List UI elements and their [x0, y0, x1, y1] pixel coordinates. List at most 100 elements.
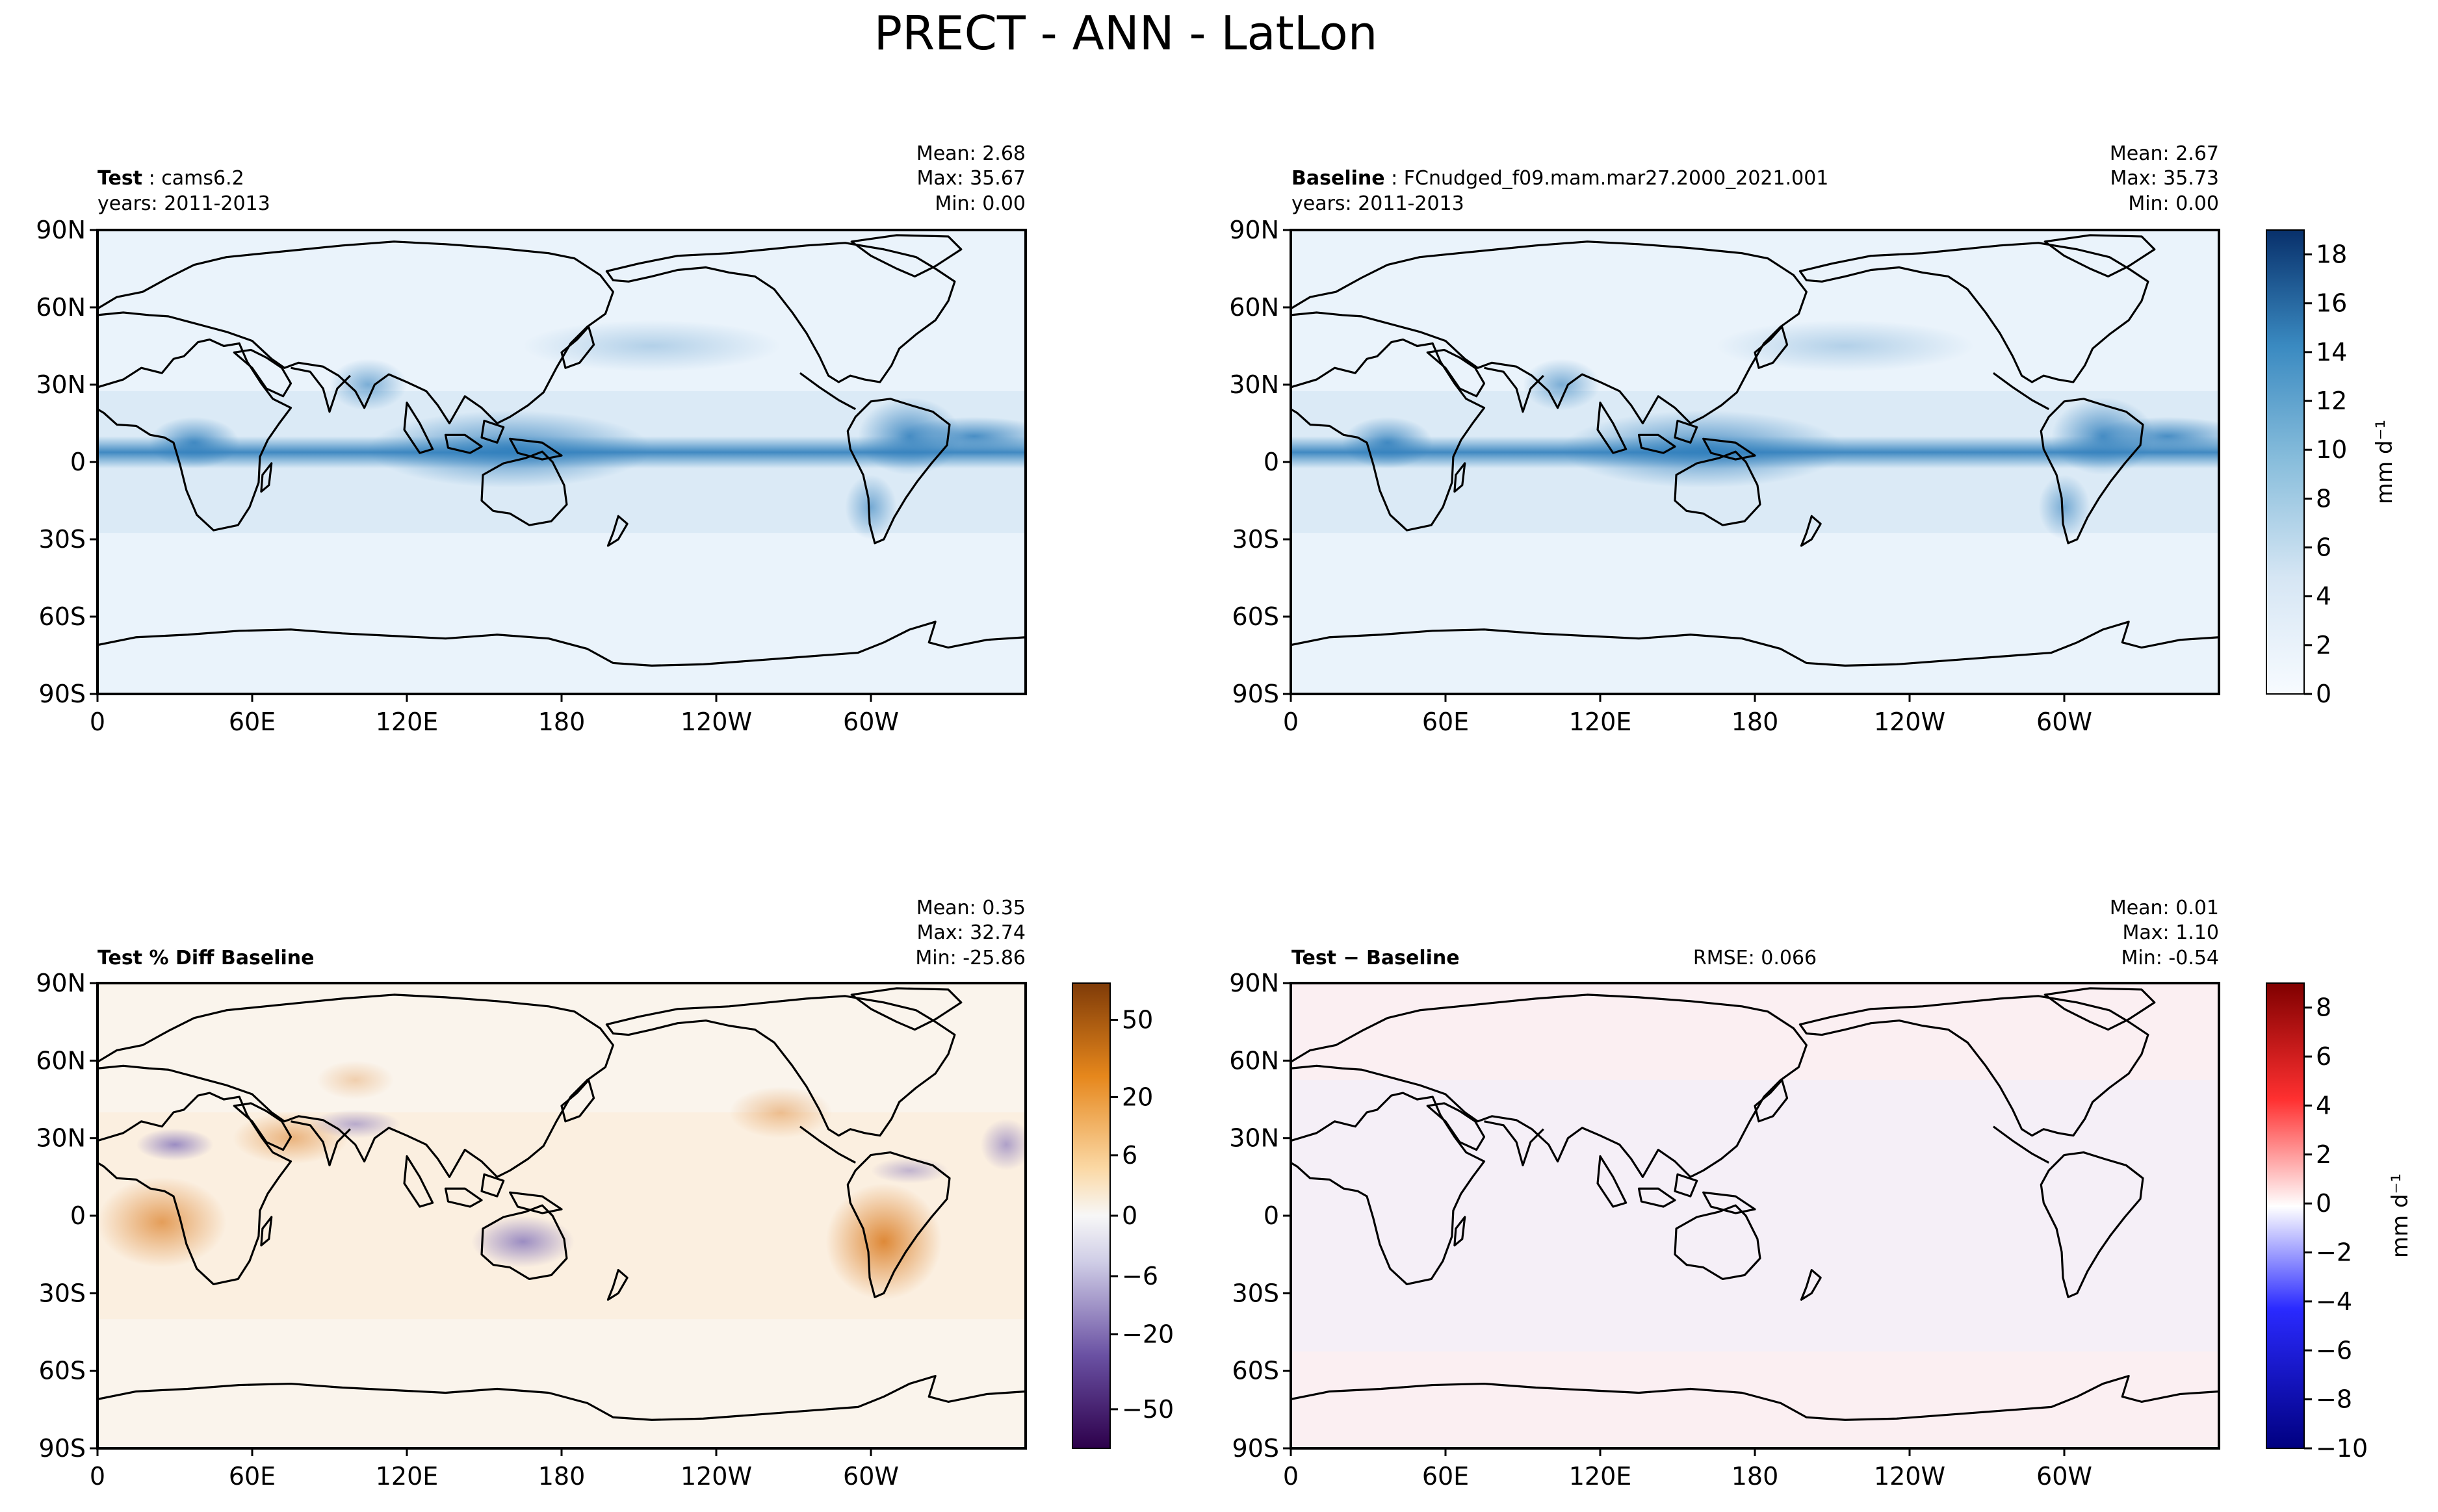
- cb-blues-ticks-label-3: 6: [2316, 533, 2331, 562]
- panel-baseline-title: Baseline : FCnudged_f09.mam.mar27.2000_2…: [1291, 167, 1828, 190]
- panel-baseline-title-rest: FCnudged_f09.mam.mar27.2000_2021.001: [1404, 167, 1829, 190]
- cb-seismic-ticks-label-3: 2: [2316, 1140, 2331, 1169]
- lon-tick-label-diff-4: 120W: [1874, 1462, 1945, 1491]
- lat-tick-label-pctdiff-6: 90S: [39, 1434, 86, 1463]
- cb-blues-ticks-label-0: 0: [2316, 680, 2331, 708]
- panel-baseline-stat-min: Min: 0.00: [2128, 192, 2219, 215]
- panel-diff: Test − Baseline RMSE: 0.066 Mean: 0.01 M…: [1290, 897, 2220, 1450]
- panel-diff-stat-min: Min: -0.54: [2121, 947, 2220, 969]
- panel-pctdiff: Test % Diff Baseline Mean: 0.35 Max: 32.…: [96, 897, 1027, 1450]
- cb-blues-ticks-label-5: 10: [2316, 435, 2347, 464]
- cb-blues-ticks-label-1: 2: [2316, 631, 2331, 660]
- cb-seismic-ticks-label-0: 8: [2316, 993, 2331, 1022]
- lon-tick-label-test-4: 120W: [681, 708, 752, 736]
- lat-tick-label-test-6: 90S: [39, 680, 86, 708]
- lon-tick-label-pctdiff-2: 120E: [376, 1462, 439, 1491]
- cb-puor-ticks-label-5: −20: [1122, 1320, 1174, 1349]
- cb-seismic-ticks-label-7: −6: [2316, 1336, 2352, 1365]
- lon-tick-label-diff-3: 180: [1731, 1462, 1779, 1491]
- lat-tick-label-pctdiff-1: 60N: [36, 1046, 86, 1075]
- panel-pctdiff-stat-max: Max: 32.74: [916, 921, 1026, 944]
- lon-tick-label-diff-0: 0: [1283, 1462, 1299, 1491]
- lon-tick-label-pctdiff-5: 60W: [843, 1462, 899, 1491]
- lat-tick-label-pctdiff-5: 60S: [39, 1357, 86, 1385]
- lon-tick-label-pctdiff-1: 60E: [229, 1462, 276, 1491]
- lat-tick-label-test-2: 30N: [36, 370, 86, 399]
- lon-tick-label-baseline-3: 180: [1731, 708, 1779, 736]
- lat-tick-label-test-4: 30S: [39, 525, 86, 554]
- panel-pctdiff-stat-mean: Mean: 0.35: [916, 897, 1026, 919]
- panel-test-title: Test : cams6.2: [97, 167, 244, 190]
- lat-tick-label-baseline-5: 60S: [1232, 602, 1279, 631]
- cb-puor-ticks-label-0: 50: [1122, 1006, 1153, 1034]
- panel-diff-stat-mean: Mean: 0.01: [2110, 897, 2219, 919]
- cb-seismic-ticks-label-5: −2: [2316, 1238, 2352, 1267]
- lat-tick-label-diff-6: 90S: [1232, 1434, 1279, 1463]
- cb-seismic-ticks-label-8: −8: [2316, 1385, 2352, 1414]
- lat-tick-label-baseline-6: 90S: [1232, 680, 1279, 708]
- panel-pctdiff-title: Test % Diff Baseline: [97, 947, 315, 969]
- lat-tick-label-pctdiff-0: 90N: [36, 969, 86, 997]
- cb-seismic-ticks-label-9: −10: [2316, 1434, 2368, 1463]
- cb-blues-ticks-label-7: 14: [2316, 338, 2347, 366]
- cb-puor-ticks-label-1: 20: [1122, 1083, 1153, 1111]
- colorbar-seismic-label: mm d⁻¹: [2387, 1173, 2413, 1258]
- lat-tick-label-diff-4: 30S: [1232, 1279, 1279, 1307]
- lon-tick-label-test-0: 0: [90, 708, 105, 736]
- cb-seismic-ticks-label-2: 4: [2316, 1091, 2331, 1120]
- cb-seismic-ticks-label-1: 6: [2316, 1042, 2331, 1071]
- map-test: [97, 230, 1026, 694]
- lat-tick-label-baseline-3: 0: [1264, 448, 1279, 476]
- lat-tick-label-baseline-2: 30N: [1229, 370, 1279, 399]
- colorbar-blues: 0 2 4 6 8 10 12 14 16 18 mm d⁻¹: [2266, 229, 2398, 708]
- lon-tick-label-diff-2: 120E: [1569, 1462, 1632, 1491]
- cb-puor-ticks-label-3: 0: [1122, 1201, 1137, 1230]
- lat-tick-label-baseline-1: 60N: [1229, 293, 1279, 322]
- lat-tick-label-diff-0: 90N: [1229, 969, 1279, 997]
- panel-baseline-title-bold: Baseline: [1291, 167, 1385, 190]
- panel-test-stat-mean: Mean: 2.68: [916, 142, 1026, 165]
- panel-baseline-stat-mean: Mean: 2.67: [2110, 142, 2219, 165]
- cb-blues-ticks-label-8: 16: [2316, 289, 2347, 318]
- panel-diff-rmse: RMSE: 0.066: [1693, 947, 1817, 969]
- panel-diff-stat-max: Max: 1.10: [2123, 921, 2219, 944]
- panel-test: Test : cams6.2 years: 2011-2013 Mean: 2.…: [96, 142, 1027, 695]
- cb-seismic-ticks-label-4: 0: [2316, 1189, 2331, 1218]
- cb-blues-ticks-label-6: 12: [2316, 387, 2347, 415]
- cb-seismic-ticks-label-6: −4: [2316, 1287, 2352, 1316]
- lon-tick-label-baseline-5: 60W: [2036, 708, 2092, 736]
- colorbar-seismic: 8 6 4 2 0 −2 −4 −6 −8 −10 mm d⁻¹: [2266, 982, 2413, 1463]
- cb-puor-ticks-label-2: 6: [1122, 1141, 1137, 1170]
- lon-tick-label-test-2: 120E: [376, 708, 439, 736]
- lat-tick-label-pctdiff-3: 0: [70, 1201, 86, 1230]
- lat-tick-label-baseline-0: 90N: [1229, 216, 1279, 244]
- lon-tick-label-diff-5: 60W: [2036, 1462, 2092, 1491]
- lat-tick-label-test-0: 90N: [36, 216, 86, 244]
- panel-pctdiff-stat-min: Min: -25.86: [915, 947, 1026, 969]
- lat-tick-label-test-1: 60N: [36, 293, 86, 322]
- panel-test-stat-min: Min: 0.00: [935, 192, 1026, 215]
- panel-baseline-years: years: 2011-2013: [1291, 192, 1464, 215]
- lat-tick-label-diff-2: 30N: [1229, 1124, 1279, 1153]
- colorbar-puor: 50 20 6 0 −6 −20 −50: [1072, 982, 1174, 1449]
- map-baseline: [1291, 230, 2219, 694]
- panel-test-title-bold: Test: [97, 167, 142, 190]
- lon-tick-label-baseline-4: 120W: [1874, 708, 1945, 736]
- lat-tick-label-diff-3: 0: [1264, 1201, 1279, 1230]
- cb-blues-ticks-label-2: 4: [2316, 582, 2331, 611]
- lat-tick-label-diff-1: 60N: [1229, 1046, 1279, 1075]
- lon-tick-label-test-1: 60E: [229, 708, 276, 736]
- lon-tick-label-baseline-0: 0: [1283, 708, 1299, 736]
- panel-test-title-rest: cams6.2: [161, 167, 244, 190]
- panel-baseline: Baseline : FCnudged_f09.mam.mar27.2000_2…: [1290, 142, 2220, 695]
- panel-baseline-title-sep: :: [1391, 167, 1397, 190]
- panel-test-years: years: 2011-2013: [97, 192, 270, 215]
- panel-test-title-sep: :: [149, 167, 155, 190]
- panel-test-stat-max: Max: 35.67: [916, 167, 1026, 190]
- cb-puor-ticks-label-6: −50: [1122, 1395, 1174, 1424]
- panel-diff-title: Test − Baseline: [1291, 947, 1460, 969]
- colorbar-blues-label: mm d⁻¹: [2372, 420, 2398, 504]
- map-diff: [1291, 983, 2219, 1448]
